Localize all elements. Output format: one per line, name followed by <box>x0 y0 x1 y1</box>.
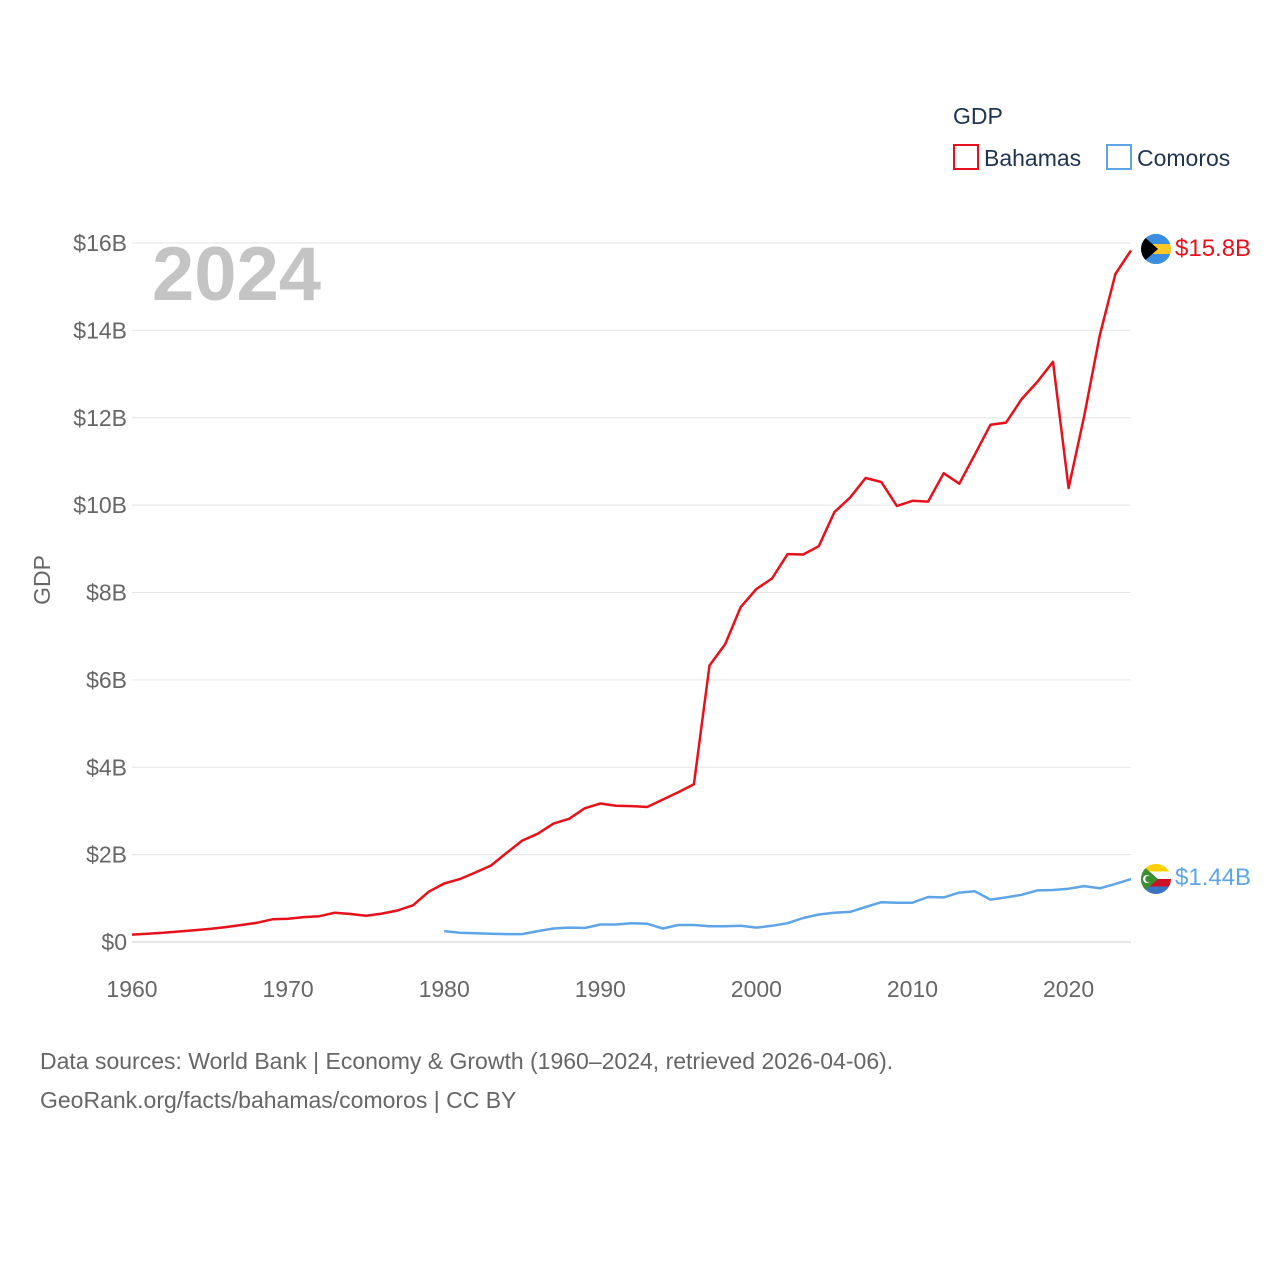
legend-title: GDP <box>953 103 1003 129</box>
y-tick-label: $6B <box>86 667 127 693</box>
x-tick-label: 1980 <box>419 976 470 1002</box>
source-url-line[interactable]: GeoRank.org/facts/bahamas/comoros | CC B… <box>40 1087 517 1113</box>
y-tick-label: $4B <box>86 754 127 780</box>
legend-label-bahamas: Bahamas <box>984 145 1081 171</box>
source-line: Data sources: World Bank | Economy & Gro… <box>40 1048 894 1074</box>
gridlines <box>132 242 1131 943</box>
y-tick-label: $2B <box>86 842 127 868</box>
data-source-footer: Data sources: World Bank | Economy & Gro… <box>40 1042 1240 1120</box>
series-line-comoros <box>444 877 1132 936</box>
y-axis-label: GDP <box>29 555 55 605</box>
year-label: 2024 <box>152 232 321 317</box>
y-tick-label: $16B <box>73 230 127 256</box>
comoros-end-value: $1.44B <box>1175 864 1251 891</box>
series-line-bahamas <box>131 249 1133 936</box>
legend-swatch-bahamas <box>953 144 979 170</box>
x-axis-ticks: 1960 1970 1980 1990 2000 2010 2020 <box>106 976 1094 1002</box>
legend: GDP Bahamas Comoros <box>953 103 1230 171</box>
x-tick-label: 2010 <box>887 976 938 1002</box>
x-tick-label: 2020 <box>1043 976 1094 1002</box>
x-tick-label: 1970 <box>263 976 314 1002</box>
comoros-end-marker: $1.44B <box>1141 864 1251 894</box>
y-tick-label: $12B <box>73 405 127 431</box>
y-tick-label: $10B <box>73 492 127 518</box>
y-tick-label: $0 <box>101 929 127 955</box>
x-tick-label: 1960 <box>106 976 157 1002</box>
y-tick-label: $8B <box>86 580 127 606</box>
legend-item-bahamas[interactable]: Bahamas <box>953 144 1081 171</box>
y-axis-ticks: $0 $2B $4B $6B $8B $10B $12B $14B $16B <box>73 230 127 955</box>
legend-item-comoros[interactable]: Comoros <box>1106 144 1230 171</box>
legend-label-comoros: Comoros <box>1137 145 1230 171</box>
series-lines <box>131 249 1133 936</box>
bahamas-end-value: $15.8B <box>1175 235 1251 262</box>
bahamas-end-marker: $15.8B <box>1141 234 1251 264</box>
bahamas-flag-icon <box>1141 234 1171 264</box>
y-tick-label: $14B <box>73 317 127 343</box>
x-tick-label: 2000 <box>731 976 782 1002</box>
legend-swatch-comoros <box>1106 144 1132 170</box>
x-tick-label: 1990 <box>575 976 626 1002</box>
comoros-flag-icon <box>1141 864 1171 894</box>
